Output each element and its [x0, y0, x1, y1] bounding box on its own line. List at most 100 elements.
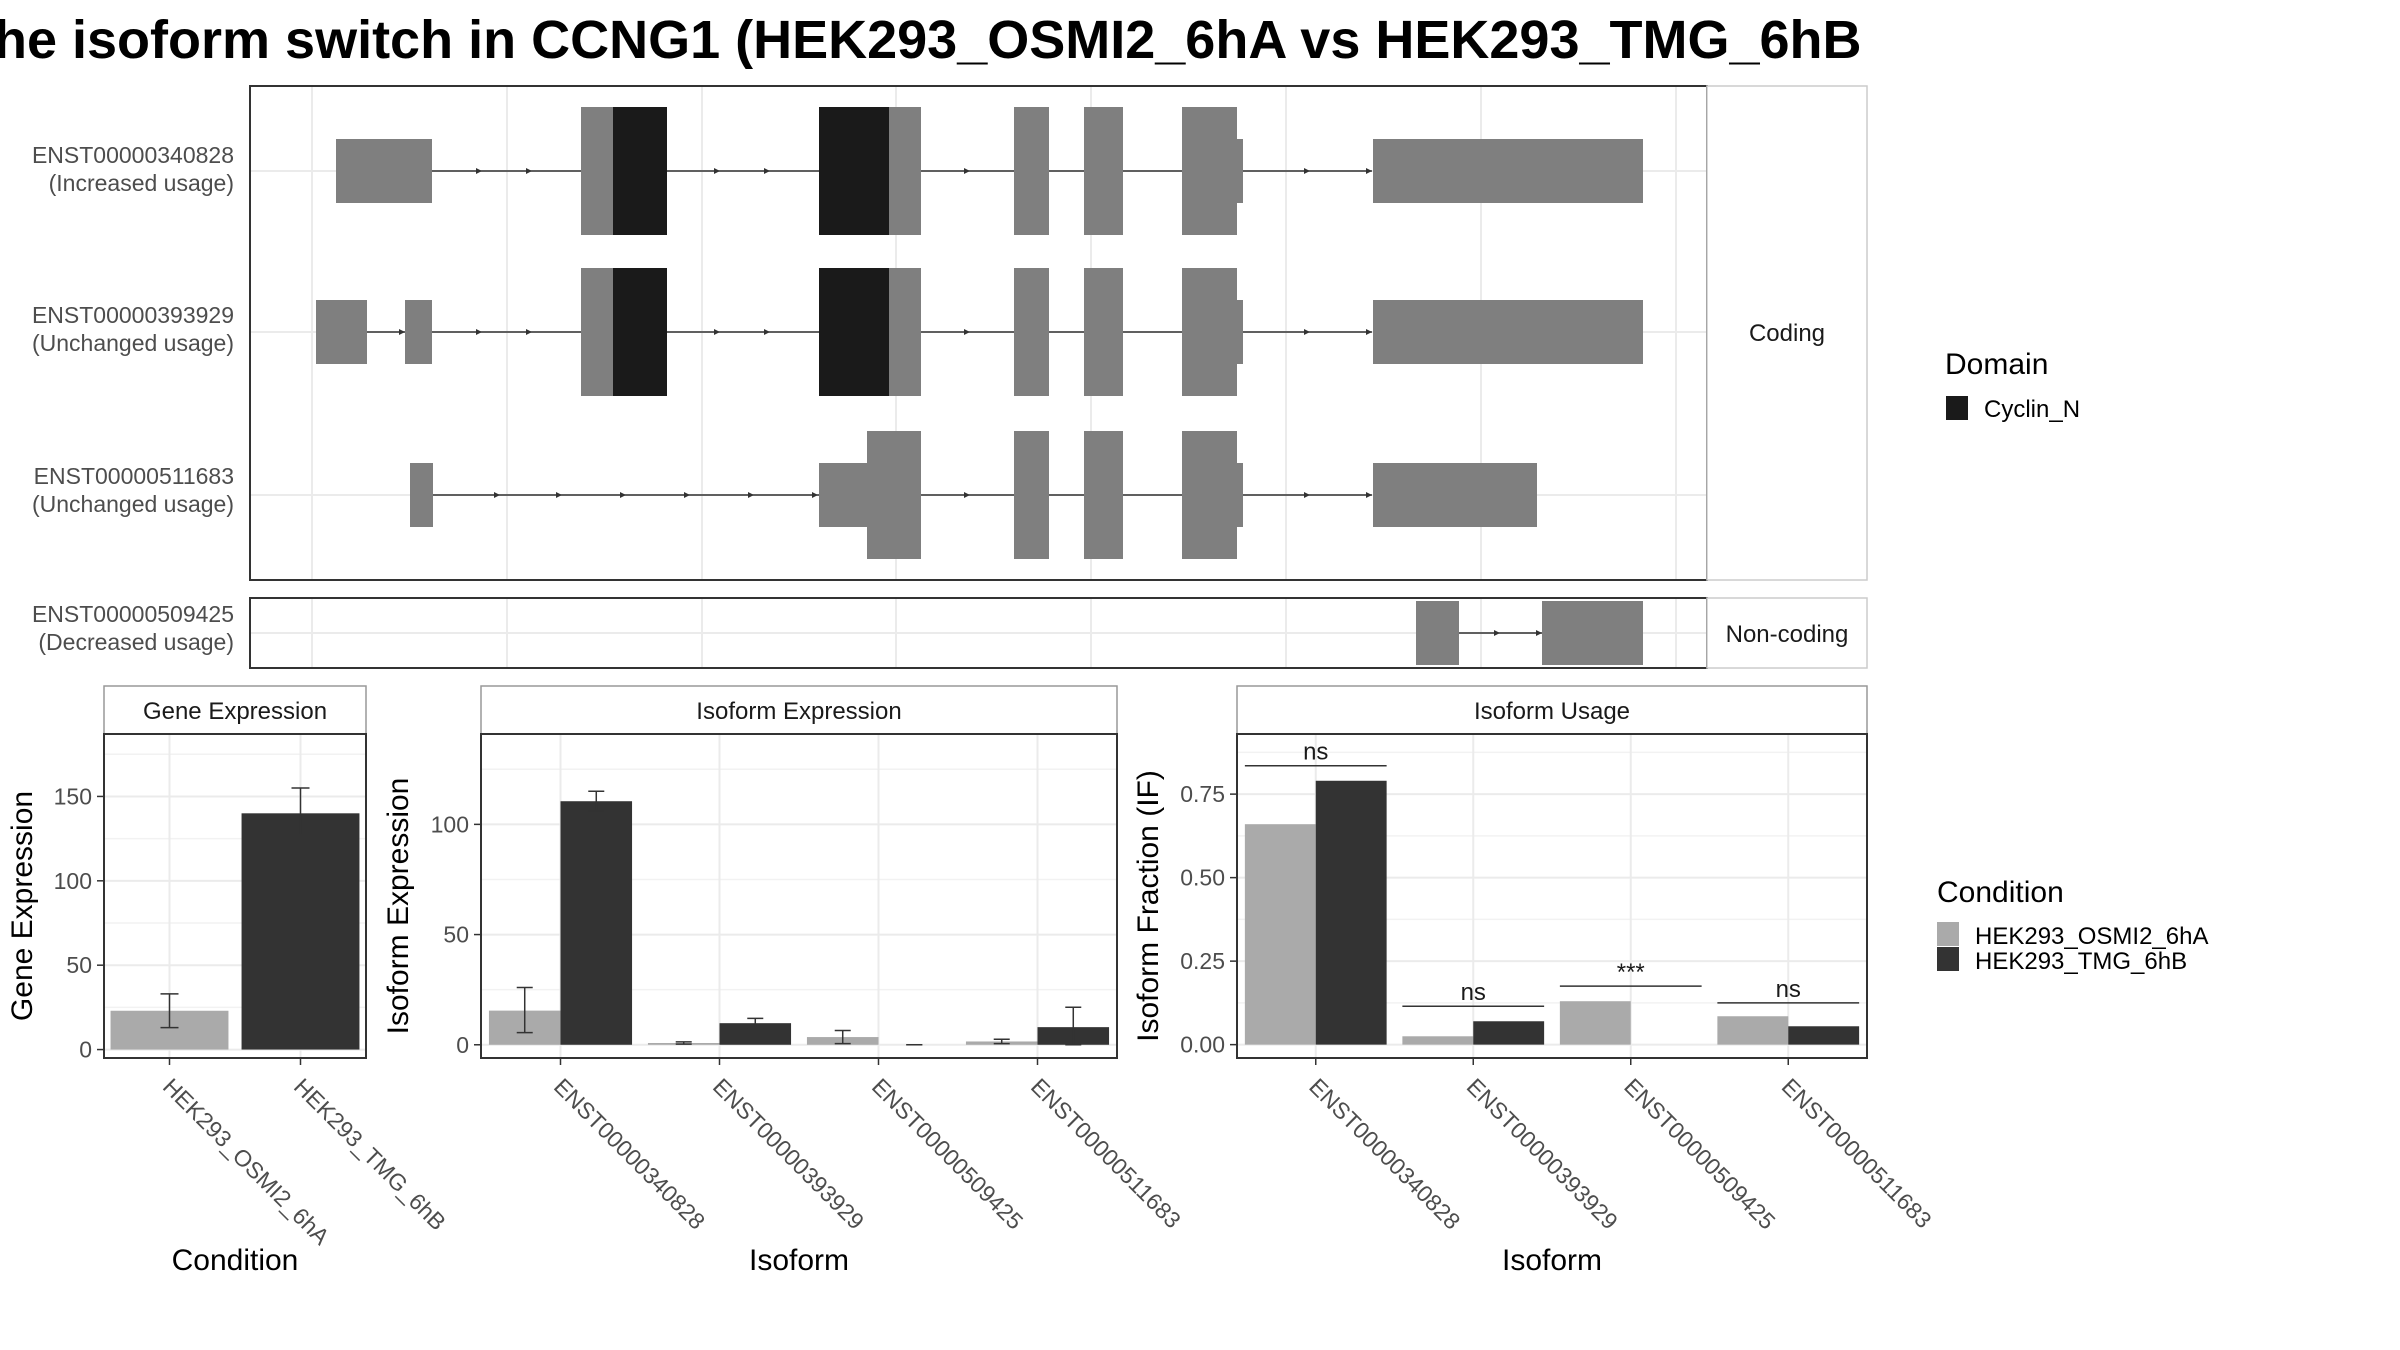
bar-panel: Isoform Usage 0.00 0.25 0.50 0.75 ns ns *** ns EN… [1132, 685, 1937, 1277]
bar [1559, 1001, 1631, 1045]
isoform-row-label: ENST00000393929 [32, 302, 234, 328]
intron-arrow [1304, 492, 1310, 498]
x-axis-title: Condition [172, 1244, 299, 1277]
y-tick-label: 100 [54, 868, 92, 894]
panel-strip [1236, 685, 1868, 735]
condition-legend-label-b: HEK293_TMG_6hB [1975, 948, 2187, 975]
panel-border [103, 733, 367, 1059]
x-tick-label: ENST00000393929 [1462, 1073, 1623, 1234]
intron-arrow [476, 168, 482, 174]
exon-block [1084, 431, 1123, 559]
isoform-row-usage: (Unchanged usage) [32, 491, 234, 517]
intron-arrow [526, 168, 532, 174]
structure-row-labels: ENST00000340828 (Increased usage) ENST00… [32, 142, 234, 655]
x-tick-label: ENST00000393929 [708, 1073, 869, 1234]
bar [1717, 1016, 1789, 1045]
intron-arrow [1304, 168, 1310, 174]
condition-legend-key-a [1937, 922, 1959, 946]
intron-arrow [1304, 329, 1310, 335]
bar [1402, 1036, 1474, 1045]
cyclin-n-domain [819, 107, 889, 235]
panel-strip [103, 685, 367, 735]
exon-block [1014, 431, 1049, 559]
x-tick-label: ENST00000509425 [1619, 1073, 1780, 1234]
intron-arrow [556, 492, 562, 498]
exon-block [1373, 139, 1643, 203]
bar [1788, 1026, 1860, 1045]
y-tick-label: 50 [443, 922, 469, 948]
exon-block [1373, 463, 1537, 527]
transcript-structure-plot [249, 85, 1708, 669]
exon-block [1084, 107, 1123, 235]
intron-arrow [748, 492, 754, 498]
panel-border [480, 733, 1118, 1059]
exon-block [1182, 107, 1243, 235]
cyclin-n-domain [613, 107, 667, 235]
domain-legend-title: Domain [1945, 348, 2048, 381]
x-axis-title: Isoform [1502, 1244, 1602, 1277]
exon-block [1182, 268, 1243, 396]
exon-block [316, 300, 367, 364]
x-tick-label: ENST00000340828 [549, 1073, 710, 1234]
intron-arrow [620, 492, 626, 498]
y-tick-label: 0 [79, 1037, 92, 1063]
intron-arrow [494, 492, 500, 498]
intron-arrow [1366, 168, 1372, 174]
cyclin-n-domain [819, 268, 889, 396]
bar [1244, 824, 1316, 1045]
exon-block [336, 139, 432, 203]
condition-legend-title: Condition [1937, 876, 2064, 909]
intron-arrow [684, 492, 690, 498]
significance-label: ns [1776, 976, 1801, 1003]
bar-panel: Isoform Expression050100ENST00000340828E… [382, 685, 1186, 1277]
strip-coding [1706, 85, 1868, 581]
exon-block [581, 107, 613, 235]
exon-block [1182, 431, 1243, 559]
exon-block [1373, 300, 1643, 364]
intron-arrow [1366, 329, 1372, 335]
y-tick-label: 0.75 [1180, 781, 1225, 807]
strip-noncoding [1706, 597, 1868, 669]
y-tick-label: 150 [54, 783, 92, 809]
panel-title: Isoform Expression [696, 698, 901, 725]
exon-block [1416, 601, 1459, 665]
isoform-row-usage: (Unchanged usage) [32, 330, 234, 356]
y-tick-label: 0.50 [1180, 865, 1225, 891]
intron-arrow [764, 168, 770, 174]
domain-legend-key [1946, 396, 1968, 420]
panel-title: Isoform Usage [1474, 698, 1630, 725]
isoform-row-usage: (Decreased usage) [38, 629, 234, 655]
exon-block [581, 268, 613, 396]
strip-coding-label: Coding [1749, 320, 1825, 347]
significance-label: ns [1303, 739, 1328, 766]
intron-arrow [1366, 492, 1372, 498]
exon-block [405, 300, 432, 364]
bar [241, 813, 360, 1050]
exon-block [1542, 601, 1643, 665]
condition-legend-key-b [1937, 947, 1959, 971]
cyclin-n-domain [613, 268, 667, 396]
y-tick-label: 100 [431, 811, 469, 837]
exon-block [889, 268, 921, 396]
structure-facet-strips: Coding Non-coding [1706, 85, 1868, 669]
isoform-row-usage: (Increased usage) [49, 170, 234, 196]
x-axis-title: Isoform [749, 1244, 849, 1277]
x-tick-label: ENST00000511683 [1026, 1073, 1186, 1233]
exon-block [1084, 268, 1123, 396]
x-tick-label: ENST00000511683 [1777, 1073, 1937, 1233]
x-tick-label: ENST00000340828 [1304, 1073, 1465, 1234]
y-tick-label: 0 [456, 1032, 469, 1058]
exon-block [889, 107, 921, 235]
intron-arrow [1494, 630, 1500, 636]
exon-block [819, 431, 921, 559]
y-axis-title: Isoform Expression [382, 778, 415, 1035]
expression-bar-panels: Gene Expression050100150HEK293_OSMI2_6hA… [6, 685, 1937, 1277]
y-tick-label: 50 [66, 952, 92, 978]
y-axis-title: Gene Expression [6, 791, 39, 1021]
isoform-row-label: ENST00000511683 [34, 463, 234, 489]
bar [719, 1023, 792, 1045]
intron-arrow [964, 329, 970, 335]
intron-arrow [714, 168, 720, 174]
isoform-row-label: ENST00000509425 [32, 601, 234, 627]
